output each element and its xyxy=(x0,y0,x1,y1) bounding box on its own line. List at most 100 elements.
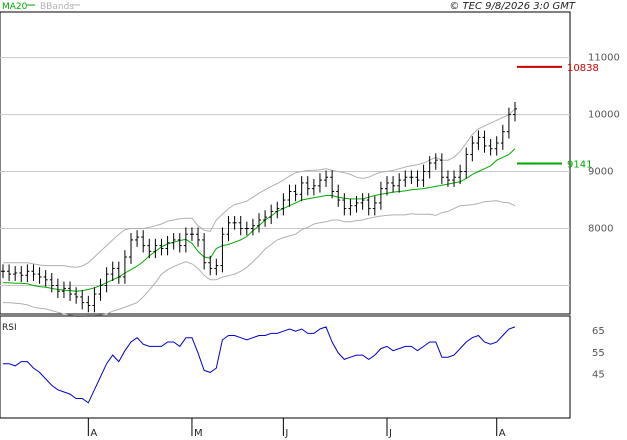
price-bar xyxy=(226,215,231,242)
price-bar xyxy=(196,227,201,247)
price-panel: 8000 9000 10000 11000 10838 9141 xyxy=(0,11,620,317)
price-panel-frame xyxy=(0,11,571,315)
price-bar xyxy=(281,193,286,216)
rsi-tick-label: 65 xyxy=(592,326,605,337)
rsi-panel: RSI 65 55 45 xyxy=(0,315,605,419)
x-tick-label: A xyxy=(90,428,97,439)
price-bar xyxy=(452,170,457,187)
price-bar xyxy=(299,176,304,202)
price-bar xyxy=(488,139,493,156)
price-bar xyxy=(348,198,353,216)
price-bar xyxy=(366,193,371,216)
bb-upper-line xyxy=(3,108,516,268)
rsi-label: RSI xyxy=(2,323,17,333)
price-bar xyxy=(13,266,18,281)
price-bar xyxy=(317,173,322,193)
rsi-tick-label: 45 xyxy=(592,370,605,381)
price-bar xyxy=(476,130,481,150)
price-bar xyxy=(189,227,194,242)
price-bar xyxy=(68,281,73,301)
price-bar xyxy=(378,181,383,210)
price-bar xyxy=(458,164,463,185)
price-bar xyxy=(92,287,97,313)
price-bar xyxy=(43,270,48,287)
price-bar xyxy=(129,233,133,264)
x-tick-label: M xyxy=(194,428,203,439)
price-bar xyxy=(80,290,85,310)
x-tick-label: J xyxy=(388,428,392,439)
price-bar xyxy=(250,218,255,236)
annotation-label: 10838 xyxy=(567,63,599,74)
copyright-text: © TEC 9/8/2026 3:0 GMT xyxy=(449,1,576,12)
price-bar xyxy=(421,164,426,187)
price-bar xyxy=(104,267,109,293)
price-bar xyxy=(305,176,310,196)
price-bar xyxy=(439,153,444,185)
price-annotations: 10838 9141 xyxy=(517,63,599,171)
price-bar xyxy=(238,215,243,236)
x-tick-label: J xyxy=(284,428,288,439)
price-bar xyxy=(372,196,377,216)
x-tick-label: A xyxy=(499,428,506,439)
price-bar xyxy=(220,227,225,273)
price-bar xyxy=(269,204,274,224)
annotation-label: 9141 xyxy=(567,160,592,171)
price-bar xyxy=(360,193,365,210)
price-bar xyxy=(513,102,517,122)
price-bar xyxy=(445,170,450,187)
price-bar xyxy=(86,295,91,313)
price-bars xyxy=(1,102,517,313)
price-bar xyxy=(293,184,298,202)
price-bar xyxy=(116,261,121,284)
price-bar xyxy=(135,230,140,247)
price-bar xyxy=(214,258,219,276)
price-bar xyxy=(147,238,152,259)
price-axis-labels: 8000 9000 10000 11000 xyxy=(588,53,620,235)
price-bar xyxy=(110,261,115,281)
price-bar xyxy=(257,213,261,233)
price-bar xyxy=(37,267,42,284)
price-bar xyxy=(427,156,432,179)
price-bar xyxy=(275,201,280,219)
price-bar xyxy=(409,170,414,185)
price-bar xyxy=(55,278,60,299)
rsi-axis-labels: 65 55 45 xyxy=(592,326,605,380)
price-bar xyxy=(74,287,79,304)
price-bar xyxy=(311,178,316,196)
price-bar xyxy=(500,124,505,150)
price-bar xyxy=(287,184,292,207)
price-bar xyxy=(433,153,438,170)
price-bar xyxy=(19,266,24,283)
price-bar xyxy=(1,264,5,279)
price-bar xyxy=(208,255,213,276)
price-bar xyxy=(464,147,469,179)
price-gridlines xyxy=(0,57,570,287)
price-bar xyxy=(171,233,176,250)
price-bar xyxy=(482,130,487,153)
price-bar xyxy=(98,278,103,301)
price-tick-label: 10000 xyxy=(588,110,620,121)
price-bar xyxy=(263,210,268,227)
price-bar xyxy=(385,176,389,196)
bbands-legend-label: BBands xyxy=(40,2,74,12)
price-bar xyxy=(324,170,329,187)
price-bar xyxy=(330,170,335,199)
price-tick-label: 8000 xyxy=(588,224,613,235)
price-bar xyxy=(342,193,347,216)
price-bar xyxy=(177,233,182,253)
rsi-tick-label: 55 xyxy=(592,348,605,359)
price-bar xyxy=(202,233,207,270)
price-tick-label: 11000 xyxy=(588,53,620,64)
price-bar xyxy=(470,136,475,162)
price-bar xyxy=(494,136,499,156)
price-bar xyxy=(232,215,237,230)
price-bar xyxy=(397,173,402,193)
price-bar xyxy=(336,184,341,207)
rsi-line xyxy=(3,326,516,404)
price-bar xyxy=(391,176,396,193)
price-bar xyxy=(61,281,66,299)
price-bar xyxy=(354,196,359,213)
price-bar xyxy=(403,170,408,187)
price-bar xyxy=(7,264,12,281)
